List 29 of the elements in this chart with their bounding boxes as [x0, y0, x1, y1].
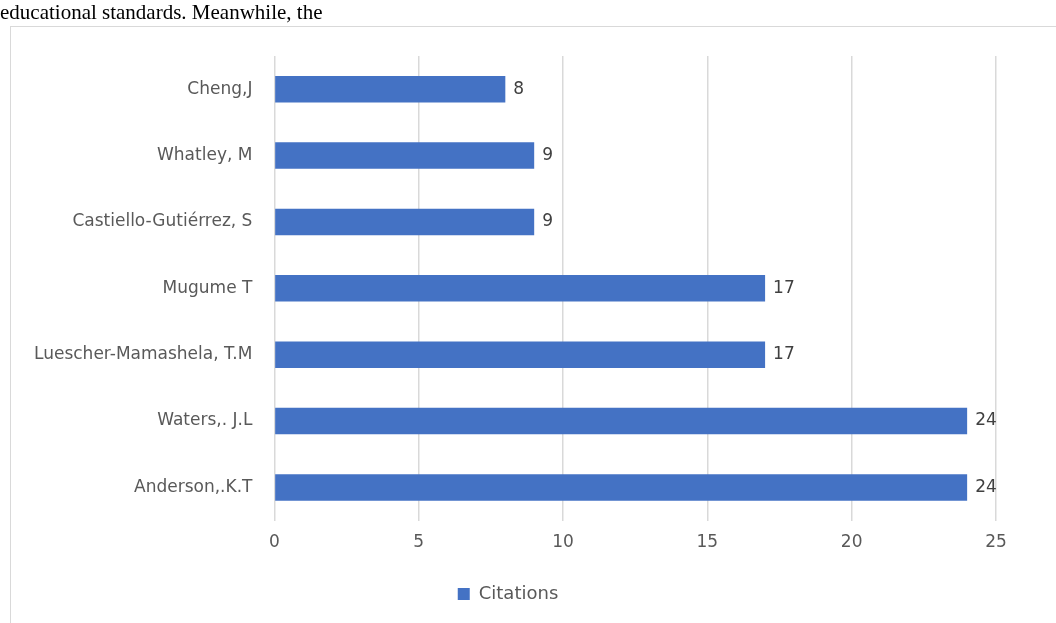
- data-label: 24: [975, 475, 997, 496]
- y-tick-label: Cheng,J: [187, 77, 253, 98]
- bar: [275, 407, 968, 435]
- data-label: 8: [513, 77, 525, 98]
- bar: [275, 275, 766, 302]
- x-tick-label: 10: [552, 531, 574, 552]
- data-label: 9: [542, 143, 554, 164]
- x-tick-label: 25: [985, 531, 1007, 552]
- y-tick-label: Mugume T: [162, 276, 254, 297]
- x-tick-label: 5: [413, 531, 425, 552]
- data-label: 24: [975, 409, 997, 430]
- y-tick-label: Castiello-Gutiérrez, S: [72, 210, 253, 231]
- data-label: 17: [773, 343, 795, 364]
- x-tick-label: 0: [269, 531, 280, 552]
- bar: [275, 142, 535, 169]
- data-label: 17: [773, 276, 795, 297]
- x-tick-label: 20: [840, 531, 863, 552]
- bar: [275, 474, 968, 501]
- y-tick-label: Luescher-Mamashela, T.M: [34, 343, 253, 364]
- y-tick-label: Waters,. J.L: [157, 409, 253, 430]
- data-label: 9: [542, 210, 554, 231]
- text: educational standards. Meanwhile, the: [0, 0, 323, 25]
- y-tick-label: Whatley, M: [157, 143, 253, 164]
- y-tick-label: Anderson,.K.T: [134, 475, 254, 496]
- legend-label: Citations: [478, 581, 559, 603]
- bar: [275, 208, 535, 236]
- bar: [275, 75, 506, 103]
- x-tick-label: 15: [696, 531, 719, 552]
- bar: [275, 341, 766, 368]
